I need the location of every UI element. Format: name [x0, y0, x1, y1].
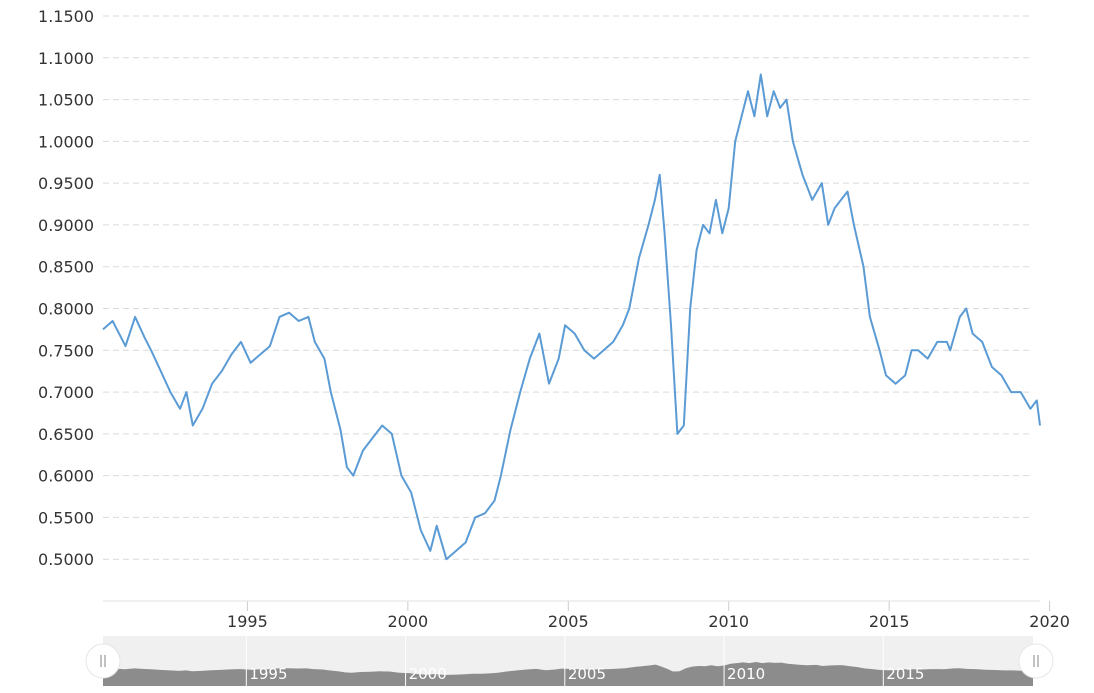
y-tick-label: 0.8000 [38, 300, 94, 319]
x-tick-label: 2000 [387, 612, 428, 631]
x-tick-label: 2010 [708, 612, 749, 631]
y-tick-label: 0.7000 [38, 383, 94, 402]
y-tick-label: 0.9000 [38, 216, 94, 235]
y-tick-label: 0.8500 [38, 258, 94, 277]
navigator-area [103, 662, 1033, 686]
navigator-ticks: 1995 2000 2005 2010 2015 [245, 636, 924, 686]
series-line [102, 73, 1041, 561]
navigator-tick-label: 2000 [409, 665, 447, 683]
navigator-tick-label: 2005 [568, 665, 606, 683]
x-tick-label: 1995 [227, 612, 268, 631]
navigator-tick-label: 1995 [249, 665, 287, 683]
y-tick-label: 0.7500 [38, 341, 94, 360]
x-tick-label: 2005 [548, 612, 589, 631]
navigator-left-handle[interactable] [85, 643, 121, 679]
x-tick-label: 2015 [869, 612, 910, 631]
y-tick-label: 1.0000 [38, 132, 94, 151]
y-tick-label: 1.1500 [38, 7, 94, 26]
grid-lines [103, 15, 1032, 560]
y-tick-label: 1.0500 [38, 91, 94, 110]
y-axis-ticks: 0.5000 0.5500 0.6000 0.6500 0.7000 0.7500 0.80… [38, 7, 94, 569]
navigator[interactable]: 1995 2000 2005 2010 2015 [85, 636, 1054, 686]
navigator-tick-label: 2015 [886, 665, 924, 683]
y-tick-label: 0.6500 [38, 425, 94, 444]
navigator-right-handle[interactable] [1018, 643, 1054, 679]
x-tick-label: 2020 [1029, 612, 1070, 631]
y-tick-label: 0.5500 [38, 508, 94, 527]
y-tick-label: 1.1000 [38, 49, 94, 68]
x-axis-ticks: 1995 2000 2005 2010 2015 2020 [227, 601, 1070, 631]
y-tick-label: 0.6000 [38, 467, 94, 486]
y-tick-label: 0.5000 [38, 550, 94, 569]
navigator-tick-label: 2010 [727, 665, 765, 683]
y-tick-label: 0.9500 [38, 174, 94, 193]
